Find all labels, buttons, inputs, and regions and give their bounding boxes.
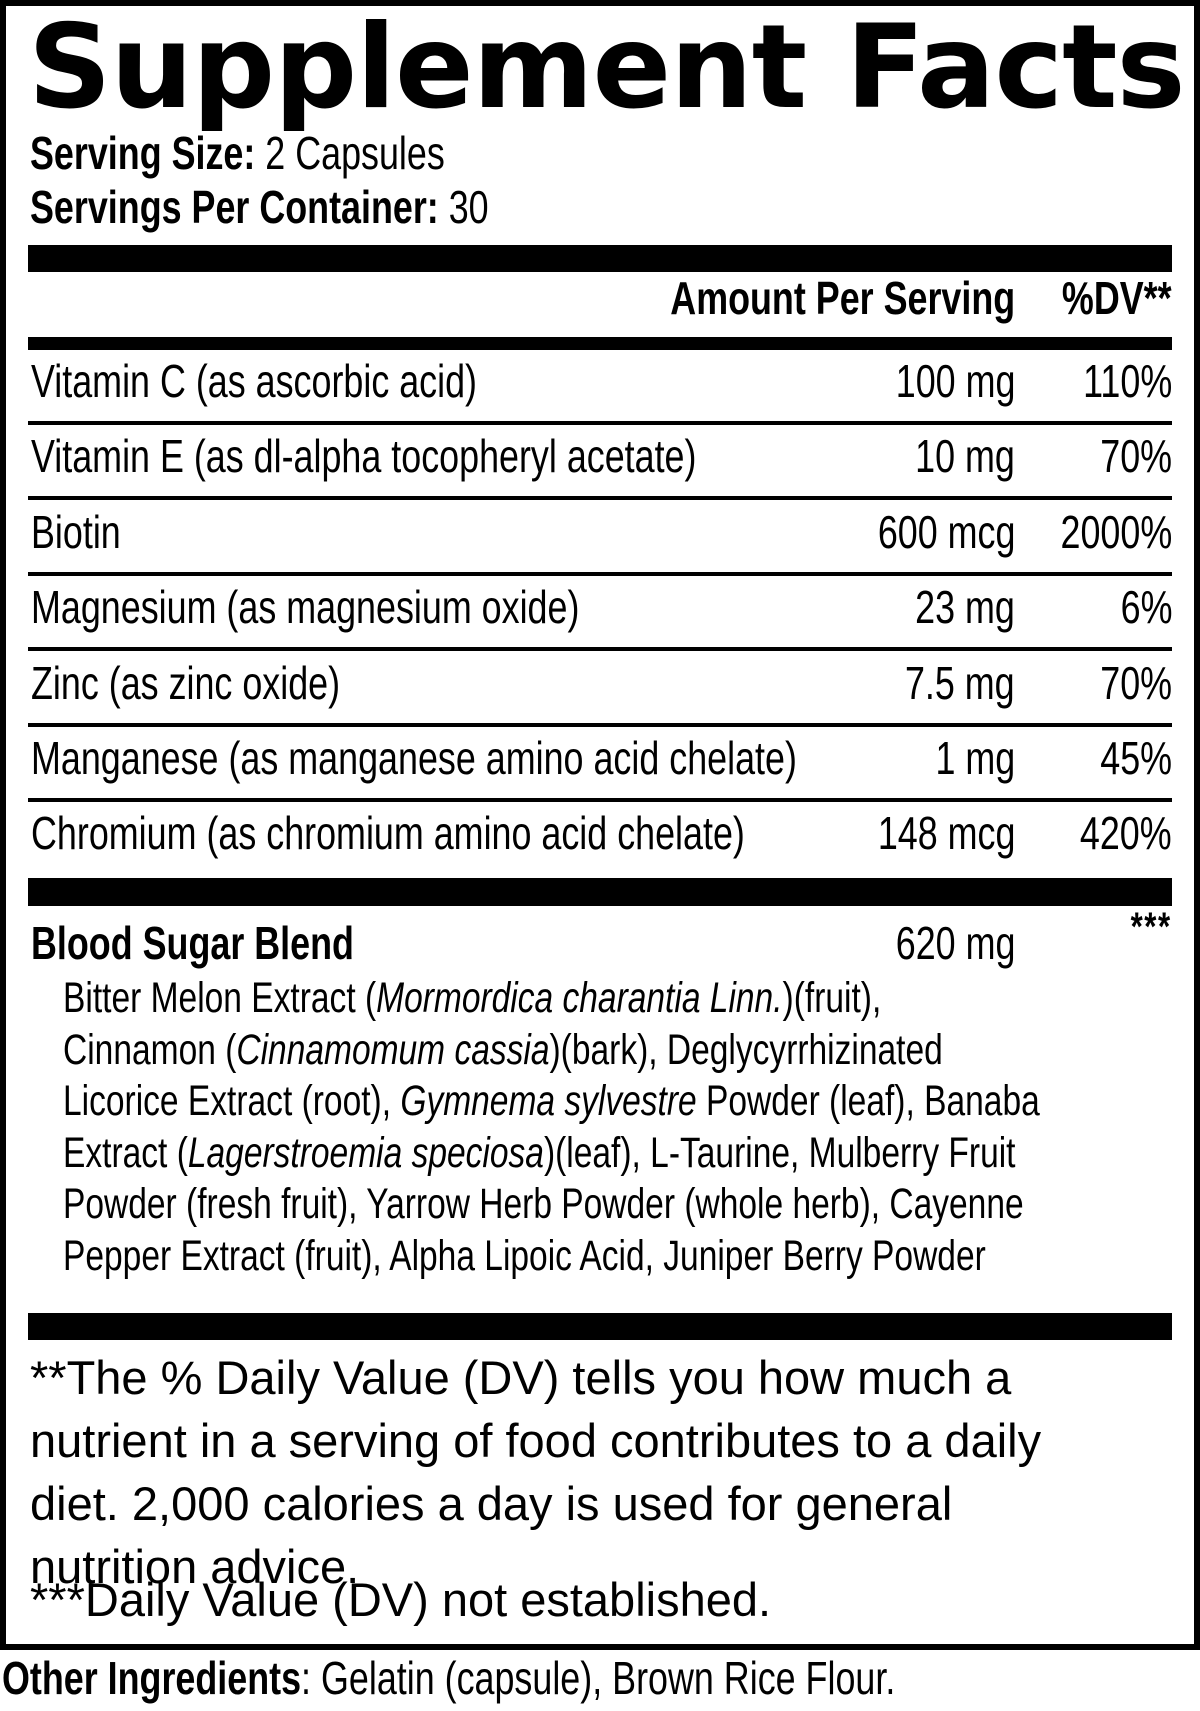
blend-ingredient-line: Cinnamon (Cinnamomum cassia)(bark), Degl… [63,1025,943,1074]
nutrient-row: Manganese (as manganese amino acid chela… [0,732,1200,786]
nutrient-name: Manganese (as manganese amino acid chela… [31,732,797,784]
row-separator [28,722,1172,727]
nutrient-name: Vitamin E (as dl-alpha tocopheryl acetat… [31,430,697,483]
nutrient-dv: 110% [1082,355,1172,407]
footnote-daily-value: **The % Daily Value (DV) tells you how m… [30,1346,1041,1598]
nutrient-name: Magnesium (as magnesium oxide) [31,581,580,634]
row-separator [28,571,1172,576]
blend-dv-cell: *** [1119,905,1172,949]
nutrient-dv: 2000% [1060,505,1172,558]
blend-ingredient-line: Licorice Extract (root), Gymnema sylvest… [63,1077,1040,1126]
page-title-text: Supplement Facts [28,0,1186,135]
label-border-box [0,0,1200,1650]
nutrient-row: Vitamin E (as dl-alpha tocopheryl acetat… [0,430,1200,484]
servings-per-container-line: Servings Per Container: 30 [30,181,618,233]
nutrient-dv: 45% [1100,732,1172,784]
nutrient-dv: 70% [1100,430,1172,483]
footnote-line: diet. 2,000 calories a day is used for g… [30,1477,953,1530]
divider-bar-thick-top [28,245,1172,272]
nutrient-row: Vitamin C (as ascorbic acid) 100 mg 110% [0,355,1200,409]
blend-dv-asterisks: *** [1130,905,1172,949]
footnote-not-established: ***Daily Value (DV) not established. [30,1574,771,1626]
other-ingredients-label: Other Ingredients [2,1652,302,1704]
other-ingredients-text: : Gelatin (capsule), Brown Rice Flour. [301,1652,896,1704]
row-separator [28,798,1172,802]
nutrient-row: Chromium (as chromium amino acid chelate… [0,807,1200,861]
nutrient-name: Zinc (as zinc oxide) [31,656,341,709]
nutrient-dv: 6% [1120,581,1172,634]
nutrient-amount: 1 mg [935,732,1015,784]
nutrient-dv: 70% [1100,656,1172,709]
nutrient-amount: 23 mg [915,581,1015,634]
row-separator [28,496,1172,501]
nutrient-row: Zinc (as zinc oxide) 7.5 mg 70% [0,657,1200,711]
page-title: Supplement Facts [28,4,1186,132]
blend-ingredient-line: Bitter Melon Extract (Mormordica charant… [63,974,882,1022]
blend-ingredient-line: Pepper Extract (fruit), Alpha Lipoic Aci… [63,1232,986,1280]
nutrient-amount: 7.5 mg [905,656,1015,709]
row-separator [28,647,1172,652]
nutrient-name: Vitamin C (as ascorbic acid) [31,355,478,407]
blend-row: Blood Sugar Blend [31,917,445,969]
divider-bar-footnote [28,1313,1172,1340]
nutrient-row: Magnesium (as magnesium oxide) 23 mg 6% [0,581,1200,635]
divider-bar-header [28,337,1172,350]
nutrient-amount: 10 mg [915,430,1015,483]
serving-size-value: 2 Capsules [255,127,445,179]
footnote-line: **The % Daily Value (DV) tells you how m… [30,1351,1012,1404]
column-header-amount: Amount Per Serving [670,272,1015,324]
nutrient-name: Biotin [31,505,121,558]
blend-ingredient-line: Extract (Lagerstroemia speciosa)(leaf), … [63,1128,1016,1177]
other-ingredients-line: Other Ingredients: Gelatin (capsule), Br… [2,1652,1147,1704]
nutrient-row: Biotin 600 mcg 2000% [0,506,1200,560]
servings-per-container-value: 30 [438,181,489,233]
serving-size-label: Serving Size: [30,127,256,179]
footnote-line: nutrient in a serving of food contribute… [30,1414,1042,1467]
nutrient-amount: 100 mg [895,355,1015,407]
blend-name: Blood Sugar Blend [31,917,354,969]
blend-amount-cell: 620 mg [862,917,1015,969]
nutrient-amount: 600 mcg [877,505,1015,558]
nutrient-name: Chromium (as chromium amino acid chelate… [31,807,745,860]
divider-bar-blend [28,878,1172,906]
serving-size-line: Serving Size: 2 Capsules [30,127,562,179]
row-separator [28,421,1172,425]
column-header-dv: %DV** [1062,272,1172,324]
blend-amount: 620 mg [895,917,1015,969]
servings-per-container-label: Servings Per Container: [30,181,439,233]
footnote-line: nutrition advice. [30,1540,360,1593]
nutrient-dv: 420% [1080,807,1172,860]
blend-ingredient-line: Powder (fresh fruit), Yarrow Herb Powder… [63,1180,1024,1229]
nutrient-amount: 148 mcg [877,807,1015,860]
footnote-not-established-text: ***Daily Value (DV) not established. [30,1573,772,1626]
